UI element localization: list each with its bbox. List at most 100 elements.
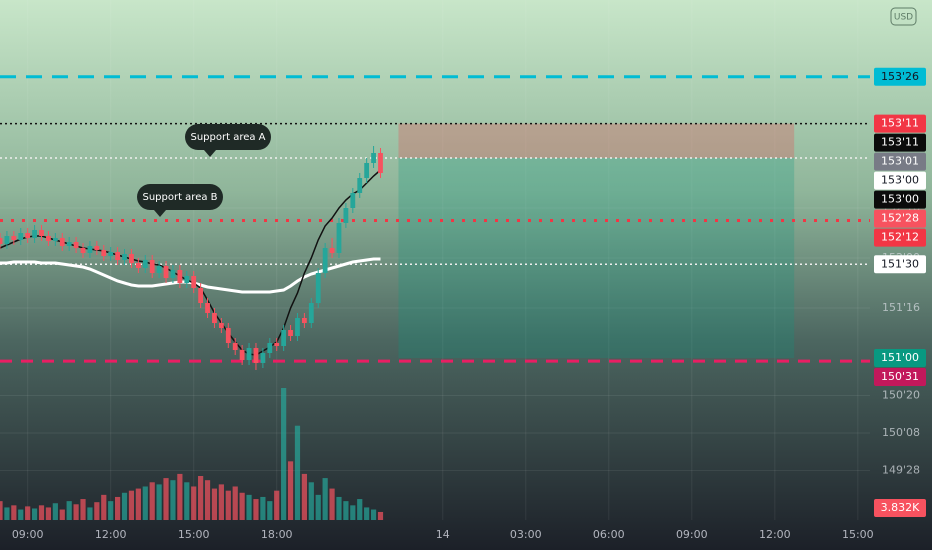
volume-bar [135,488,141,520]
volume-bar [80,499,86,520]
x-tick-label: 12:00 [95,528,127,541]
x-tick-label: 15:00 [842,528,874,541]
candle-body [350,193,356,208]
candle-body [232,343,238,350]
callout-pointer [204,150,216,157]
candle-body [163,266,169,278]
target-zone [398,158,795,358]
price-badge-label: 151'30 [881,257,919,270]
x-tick-label: 03:00 [510,528,542,541]
volume-bar [198,476,204,520]
candle-body [288,330,293,336]
volume-bar [281,388,287,520]
candle-body [46,236,51,241]
candle-body [66,242,72,246]
candle-body [343,208,349,223]
volume-bar [364,507,370,520]
price-badge-label: 153'11 [881,117,919,130]
volume-bar [101,494,107,520]
volume-bar [59,509,65,520]
candle-body [11,236,17,240]
x-tick-label: 09:00 [12,528,44,541]
price-badge-label: 153'26 [881,70,919,83]
volume-bar [232,486,238,520]
volume-bar [66,501,72,520]
volume-bar [225,490,231,520]
candle-body [25,233,31,238]
volume-bar [170,480,176,520]
volume-bar [211,488,218,520]
volume-bar [377,511,384,520]
volume-bar [73,504,79,520]
volume-bar [350,505,356,520]
candle-body [0,238,3,244]
volume-bar [287,461,294,520]
volume-bar [142,486,148,520]
price-badge [874,368,926,386]
price-badge-label: 153'11 [881,136,919,149]
volume-bar [329,488,335,520]
volume-bar [343,501,349,520]
volume-bar [274,490,280,520]
candle-body [18,233,24,240]
candle-body [274,343,280,346]
volume-bar [218,484,224,520]
volume-bar [108,501,114,520]
candle-body [295,318,300,336]
volume-bar [177,473,183,520]
candle-body [32,230,37,238]
x-tick-label: 15:00 [178,528,210,541]
candle-body [94,246,100,250]
candle-body [170,270,176,278]
candle-body [253,348,259,363]
volume-bar [301,473,307,520]
candle-body [364,163,370,178]
y-tick-label: 150'20 [882,389,920,402]
price-badge-label: 153'01 [881,155,919,168]
volume-bar [45,507,52,520]
volume-bar [322,478,328,520]
volume-bar [184,482,190,520]
candle-body [336,223,342,253]
volume-bar [18,509,24,520]
candle-body [239,350,245,360]
price-badge-label: 152'12 [881,231,919,244]
candle-body [39,230,44,236]
volume-bar [246,494,252,520]
price-badge [874,171,926,190]
candle-body [149,260,155,273]
volume-bar [11,505,17,520]
volume-bar [4,507,10,520]
candle-body [177,270,183,283]
price-badge [874,152,926,171]
price-badge-label: 151'00 [881,351,919,364]
candle-body [4,236,10,244]
candle-body [267,343,273,353]
candle-body [198,288,204,303]
price-badge-label: 153'00 [881,174,919,187]
currency[interactable]: USD [894,13,913,23]
callout [137,184,223,210]
volume-bar [94,502,100,520]
candle-body [156,266,162,273]
stop-zone [398,123,795,158]
volume-bar [336,496,342,520]
ma-slow [0,257,381,294]
volume-bar [191,486,197,520]
candle-body [322,248,328,273]
candle-body [218,323,224,328]
volume-bar [52,503,58,520]
annotation-text: Support area B [142,192,217,203]
candle-body [108,252,114,256]
candle-body [225,328,231,343]
volume-bar [308,482,314,520]
candle-body [129,254,134,263]
candle-body [246,348,252,360]
volume-bar [253,499,259,520]
volume-bar [115,496,121,520]
currency-box[interactable] [890,7,917,26]
candle-body [378,153,383,173]
volume-bar [239,492,245,520]
volume-bar [294,425,301,520]
